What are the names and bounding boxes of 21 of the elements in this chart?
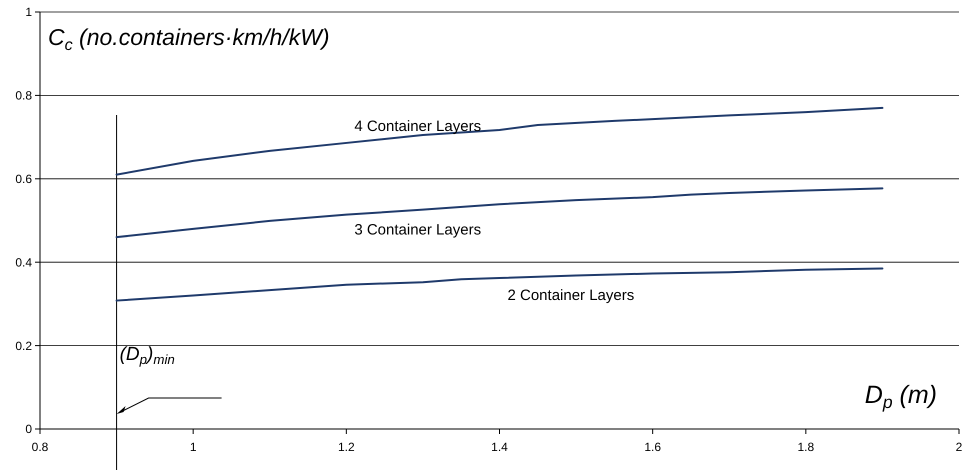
series-label: 3 Container Layers: [354, 222, 482, 239]
x-tick-label: 1: [190, 440, 197, 454]
line-series: [116, 267, 884, 302]
line-series: [116, 187, 884, 238]
x-tick-label: 1.2: [338, 440, 355, 454]
series-label: 4 Container Layers: [354, 118, 482, 135]
y-tick-label: 1: [25, 5, 32, 20]
line-series: [116, 106, 884, 176]
x-tick-label: 2: [956, 440, 963, 454]
series-label: 2 Container Layers: [508, 287, 634, 304]
x-tick-label: 1.8: [797, 440, 814, 454]
y-tick-label: 0.4: [15, 255, 32, 270]
y-axis-title: C$_{c}$ (no.containers·km/h/kW): [48, 24, 330, 54]
x-tick-label: 1.4: [491, 440, 508, 454]
ref-line-label: (D$_{p}$)$_{min}$: [120, 344, 175, 367]
y-tick-label: 0.6: [15, 172, 32, 186]
y-tick-label: 0.2: [15, 338, 32, 353]
y-tick-label: 0: [25, 422, 32, 436]
x-tick-label: 1.6: [644, 440, 662, 454]
y-tick-label: 0.8: [15, 88, 32, 103]
x-axis-title: D$_{p}$ (m): [864, 381, 937, 412]
